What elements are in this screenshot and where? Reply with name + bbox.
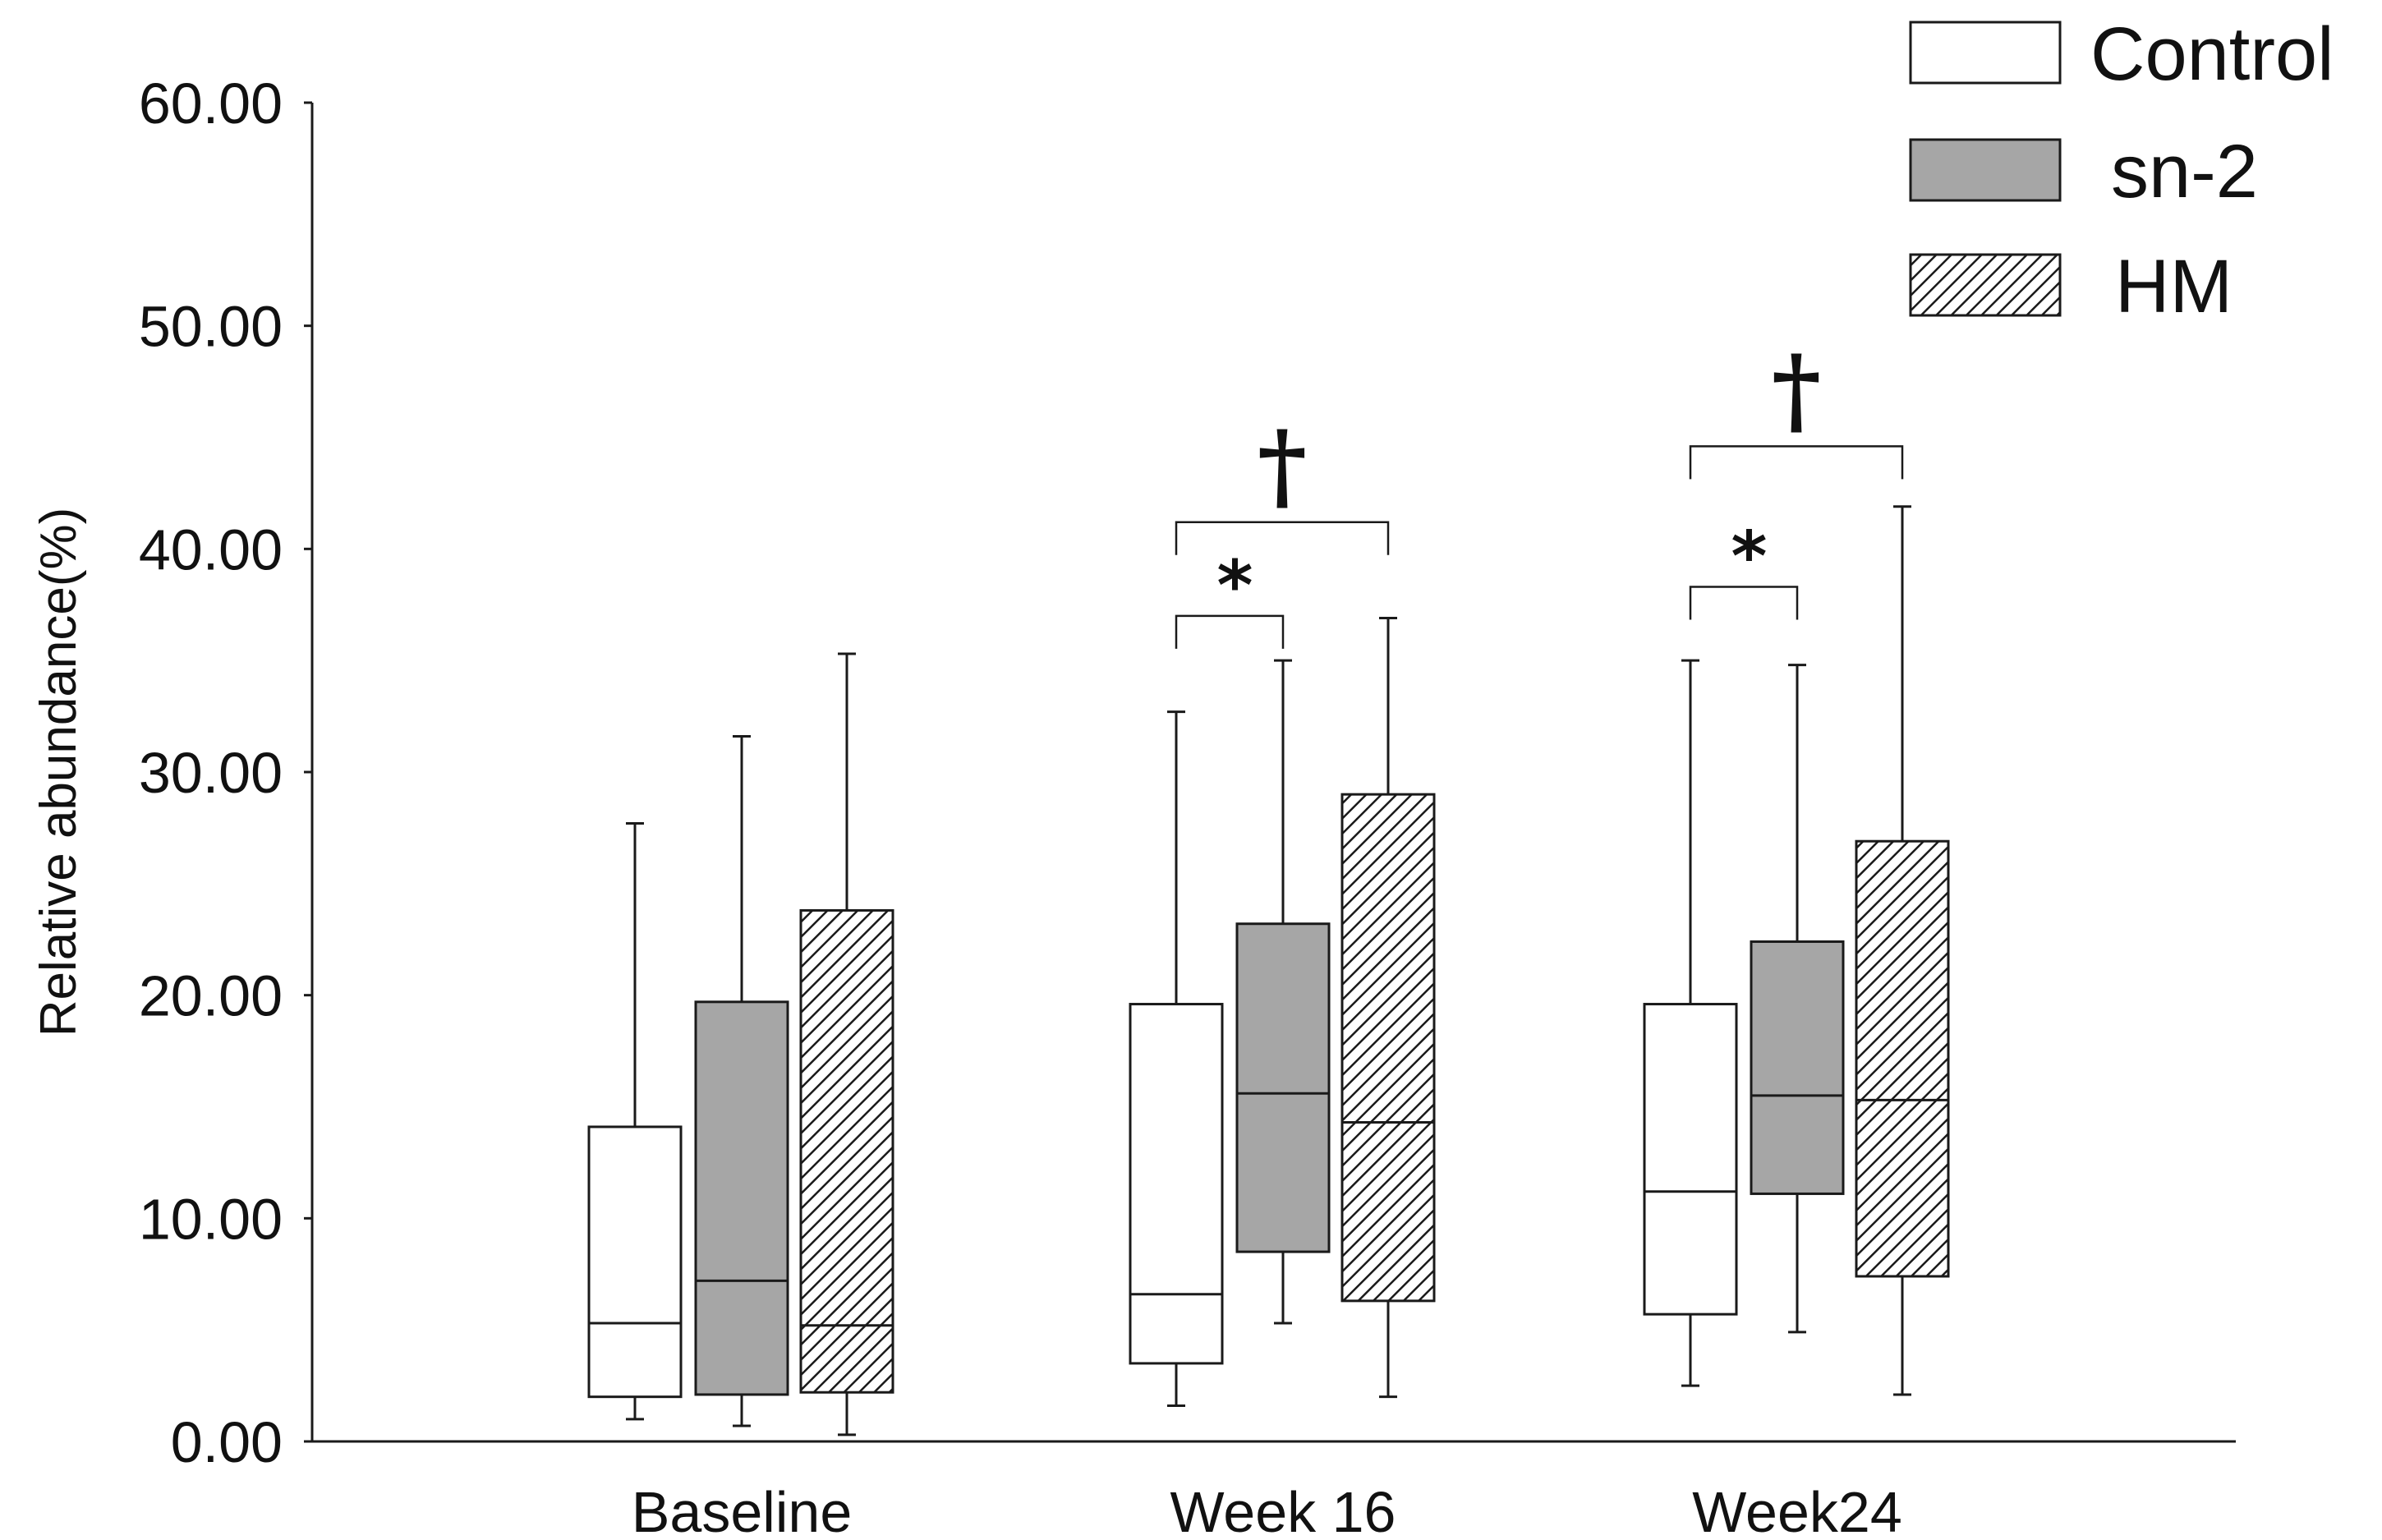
legend-swatch bbox=[1909, 21, 2062, 85]
iqr-box bbox=[587, 1125, 683, 1399]
significance-dagger: † bbox=[1772, 334, 1822, 446]
x-tick-label-week-16: Week 16 bbox=[1170, 1480, 1396, 1540]
legend-item-control: Control bbox=[1909, 12, 2334, 96]
iqr-box bbox=[1750, 940, 1845, 1195]
iqr-box bbox=[1855, 839, 1950, 1278]
y-tick-label: 50.00 bbox=[139, 295, 283, 359]
iqr-box bbox=[799, 908, 894, 1394]
significance-bracket-week24-dagger: † bbox=[1689, 334, 1904, 480]
significance-bracket-week24-star: * bbox=[1689, 517, 1799, 620]
legend-item-sn-2: sn-2 bbox=[1909, 130, 2258, 214]
box-sn-2-baseline bbox=[694, 735, 789, 1427]
y-tick-label: 20.00 bbox=[139, 964, 283, 1028]
box-control-week24 bbox=[1643, 659, 1738, 1387]
significance-bracket-week-16-star: * bbox=[1175, 545, 1285, 649]
significance-bracket-week-16-dagger: † bbox=[1175, 411, 1390, 555]
legend-label: Control bbox=[2090, 12, 2334, 96]
bracket-line bbox=[1175, 614, 1285, 649]
box-hm-week24 bbox=[1855, 505, 1950, 1396]
iqr-box bbox=[1643, 1003, 1738, 1316]
box-control-week-16 bbox=[1129, 710, 1224, 1408]
y-tick-label: 40.00 bbox=[139, 517, 283, 582]
x-tick-label-week24: Week24 bbox=[1692, 1480, 1902, 1540]
legend-label: sn-2 bbox=[2111, 130, 2258, 214]
iqr-box bbox=[694, 1000, 789, 1396]
bracket-line bbox=[1175, 521, 1390, 555]
x-tick-label-baseline: Baseline bbox=[632, 1480, 853, 1540]
box-sn-2-week-16 bbox=[1235, 659, 1331, 1325]
significance-star: * bbox=[1731, 517, 1768, 597]
box-sn-2-week24 bbox=[1750, 664, 1845, 1334]
y-tick-label: 60.00 bbox=[139, 71, 283, 136]
significance-star: * bbox=[1217, 545, 1253, 626]
iqr-box bbox=[1129, 1003, 1224, 1365]
bracket-line bbox=[1689, 586, 1799, 620]
legend-label: HM bbox=[2115, 245, 2233, 329]
box-hm-baseline bbox=[799, 652, 894, 1437]
legend-item-hm: HM bbox=[1909, 245, 2233, 329]
box-control-baseline bbox=[587, 821, 683, 1421]
bracket-line bbox=[1689, 445, 1904, 480]
legend-swatch bbox=[1909, 138, 2062, 202]
y-tick-label: 0.00 bbox=[171, 1410, 283, 1474]
iqr-box bbox=[1235, 922, 1331, 1253]
box-hm-week-16 bbox=[1340, 617, 1436, 1399]
iqr-box bbox=[1340, 793, 1436, 1303]
y-tick-label: 30.00 bbox=[139, 741, 283, 805]
legend-swatch bbox=[1909, 253, 2062, 317]
y-tick-label: 10.00 bbox=[139, 1187, 283, 1251]
significance-dagger: † bbox=[1258, 411, 1308, 522]
y-axis-title: Relative abundance(%) bbox=[30, 508, 87, 1037]
